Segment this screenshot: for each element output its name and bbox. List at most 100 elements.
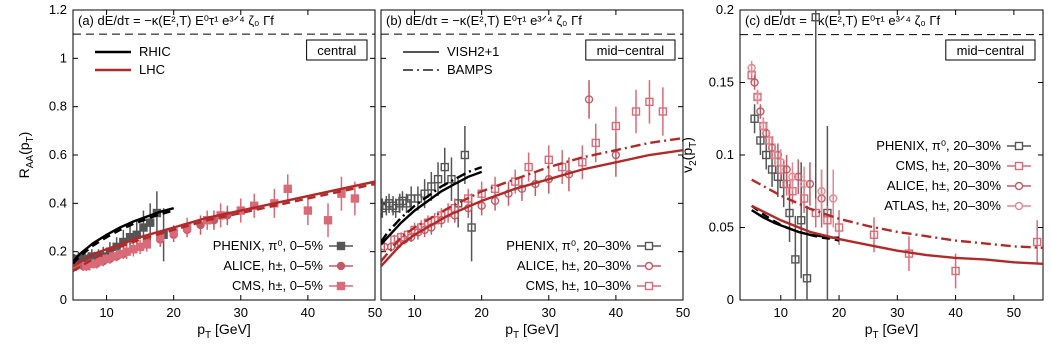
data-point bbox=[591, 138, 600, 148]
legend-marker bbox=[644, 281, 654, 291]
data-point bbox=[323, 216, 333, 225]
x-tick-label: 20 bbox=[474, 305, 488, 320]
box-label: mid−central bbox=[597, 43, 665, 58]
data-point bbox=[762, 150, 771, 160]
series-line bbox=[381, 165, 483, 243]
legend-label: CMS, h±, 10–30% bbox=[526, 278, 632, 293]
x-axis-label: pT [GeV] bbox=[505, 321, 559, 341]
data-point bbox=[350, 194, 360, 203]
data-point bbox=[791, 255, 800, 264]
x-tick-label: 10 bbox=[407, 305, 421, 320]
x-tick-label: 20 bbox=[832, 305, 846, 320]
y-tick-label: 0.8 bbox=[49, 99, 67, 114]
box-label: mid−central bbox=[957, 43, 1025, 58]
data-point bbox=[433, 174, 443, 184]
legend-label: ALICE, h±, 0–5% bbox=[223, 258, 323, 273]
series-line bbox=[73, 182, 375, 273]
data-point bbox=[645, 97, 654, 107]
x-tick-label: 10 bbox=[774, 305, 788, 320]
data-point bbox=[427, 182, 436, 191]
data-point bbox=[756, 136, 765, 145]
x-axis-label: pT [GeV] bbox=[865, 321, 919, 341]
data-point bbox=[524, 162, 533, 172]
y-tick-label: 0.15 bbox=[709, 75, 734, 90]
data-point bbox=[578, 158, 587, 167]
data-point bbox=[750, 78, 759, 87]
legend-marker bbox=[1014, 141, 1024, 151]
data-point bbox=[460, 150, 470, 160]
y-tick-label: 0 bbox=[727, 292, 734, 307]
data-point bbox=[817, 187, 826, 196]
x-axis-label: pT [GeV] bbox=[197, 321, 251, 341]
panel-title: (a) dE/dτ = −κ(E²,T) E⁰τ¹ e³ᐟ⁴ ζ₀ Γf bbox=[78, 13, 274, 28]
series-line bbox=[73, 209, 175, 265]
legend-label: RHIC bbox=[139, 44, 171, 59]
x-tick-label: 20 bbox=[166, 305, 180, 320]
y-tick-label: 0.2 bbox=[49, 244, 67, 259]
data-point bbox=[767, 165, 777, 174]
data-point bbox=[135, 242, 145, 252]
series-line bbox=[73, 180, 375, 268]
data-point bbox=[303, 206, 313, 215]
x-tick-label: 40 bbox=[948, 305, 962, 320]
data-point bbox=[467, 223, 476, 232]
x-tick-label: 50 bbox=[676, 305, 690, 320]
data-point bbox=[823, 216, 832, 225]
legend-marker bbox=[336, 241, 346, 251]
x-tick-label: 40 bbox=[301, 305, 315, 320]
legend-label: LHC bbox=[139, 62, 165, 77]
data-point bbox=[794, 172, 803, 181]
data-point bbox=[785, 208, 794, 218]
data-point bbox=[756, 107, 765, 116]
panel-title: (b) dE/dτ = −κ(E²,T) E⁰τ¹ e³ᐟ⁴ ζ₀ Γf bbox=[386, 13, 582, 28]
box-label-frame bbox=[585, 39, 676, 61]
data-point bbox=[951, 266, 960, 276]
legend-label: CMS, h±, 0–5% bbox=[232, 278, 323, 293]
series-line bbox=[751, 178, 1043, 249]
legend-marker bbox=[644, 241, 654, 251]
data-point bbox=[611, 121, 621, 131]
data-point bbox=[145, 218, 155, 227]
legend-label: CMS, h±, 20–30% bbox=[896, 158, 1002, 173]
data-point bbox=[770, 150, 780, 160]
box-label-frame bbox=[306, 39, 368, 61]
y-axis-label: RAA(pT) bbox=[16, 132, 36, 179]
legend-marker bbox=[644, 261, 654, 271]
data-point bbox=[1032, 237, 1042, 247]
data-point bbox=[584, 95, 594, 104]
y-tick-label: 1 bbox=[60, 50, 67, 65]
data-point bbox=[796, 216, 806, 225]
y-tick-label: 0.6 bbox=[49, 147, 67, 162]
panel-3: 10 20 30 40 50 0 0.05 0.1 0.15 0.2 pT [GeV] v2(pT) (… bbox=[679, 2, 1044, 341]
data-point bbox=[811, 13, 820, 22]
data-point bbox=[337, 189, 346, 198]
data-point bbox=[129, 245, 138, 254]
data-point bbox=[139, 223, 148, 232]
data-point bbox=[834, 223, 844, 232]
data-point bbox=[764, 136, 774, 145]
data-point bbox=[440, 162, 449, 172]
y-tick-label: 0 bbox=[60, 292, 67, 307]
y-tick-label: 1.2 bbox=[49, 2, 67, 17]
legend-marker bbox=[1014, 181, 1024, 191]
data-point bbox=[115, 249, 125, 259]
x-tick-label: 50 bbox=[1007, 305, 1021, 320]
data-point bbox=[122, 247, 131, 256]
y-tick-label: 0.2 bbox=[716, 2, 734, 17]
panel-1: 10 20 30 40 50 0 0.2 0.4 0.6 0.8 1 1.2 pT [GeV] RAA(p… bbox=[16, 2, 382, 341]
data-layer bbox=[73, 174, 375, 273]
legend-marker bbox=[336, 281, 346, 291]
data-point bbox=[788, 172, 797, 181]
series-line bbox=[381, 136, 683, 263]
legend-marker bbox=[336, 261, 346, 271]
series-line bbox=[381, 170, 483, 246]
legend-label: PHENIX, π⁰, 20–30% bbox=[876, 138, 1001, 153]
series-line bbox=[73, 207, 175, 263]
series-line bbox=[751, 204, 1043, 265]
box-label: central bbox=[317, 43, 356, 58]
panel-title: (c) dE/dτ = −κ(E²,T) E⁰τ¹ e³ᐟ⁴ ζ₀ Γf bbox=[745, 13, 940, 28]
legend-label: BAMPS bbox=[447, 62, 493, 77]
legend-label: VISH2+1 bbox=[447, 44, 499, 59]
data-point bbox=[658, 107, 668, 116]
data-point bbox=[142, 240, 152, 249]
